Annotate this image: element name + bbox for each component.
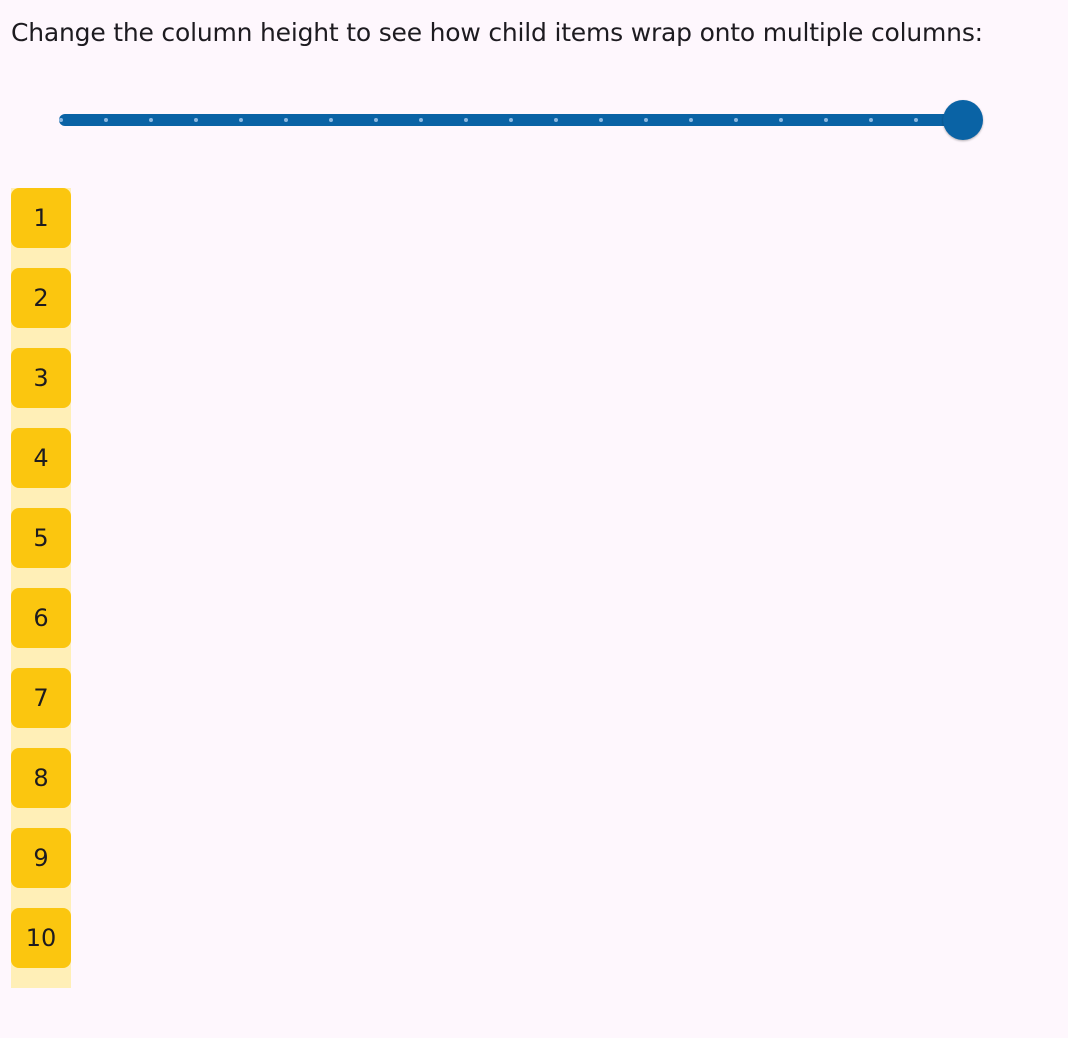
slider-tick (59, 118, 63, 122)
item-tile: 8 (11, 748, 71, 808)
slider-tick (869, 118, 873, 122)
slider-tick (419, 118, 423, 122)
instruction-text: Change the column height to see how chil… (11, 18, 983, 47)
slider-tick (599, 118, 603, 122)
slider-tick (329, 118, 333, 122)
slider-tick (194, 118, 198, 122)
item-tile: 1 (11, 188, 71, 248)
slider-tick (509, 118, 513, 122)
slider-tick (464, 118, 468, 122)
item-tile: 9 (11, 828, 71, 888)
slider-tick (644, 118, 648, 122)
slider-tick (734, 118, 738, 122)
item-tile: 7 (11, 668, 71, 728)
slider-tick (554, 118, 558, 122)
item-tile: 10 (11, 908, 71, 968)
item-tile: 4 (11, 428, 71, 488)
item-tile: 3 (11, 348, 71, 408)
item-tile: 2 (11, 268, 71, 328)
slider-tick (374, 118, 378, 122)
slider-tick (689, 118, 693, 122)
slider-tick (914, 118, 918, 122)
wrap-column: 1 2 3 4 5 6 7 8 9 10 (11, 188, 71, 988)
slider-thumb[interactable] (943, 100, 983, 140)
slider-tick (104, 118, 108, 122)
item-tile: 6 (11, 588, 71, 648)
slider-tick (149, 118, 153, 122)
slider-tick (284, 118, 288, 122)
slider-tick (239, 118, 243, 122)
column-height-slider[interactable] (39, 96, 1003, 144)
slider-tick (779, 118, 783, 122)
item-tile: 5 (11, 508, 71, 568)
slider-tick (824, 118, 828, 122)
